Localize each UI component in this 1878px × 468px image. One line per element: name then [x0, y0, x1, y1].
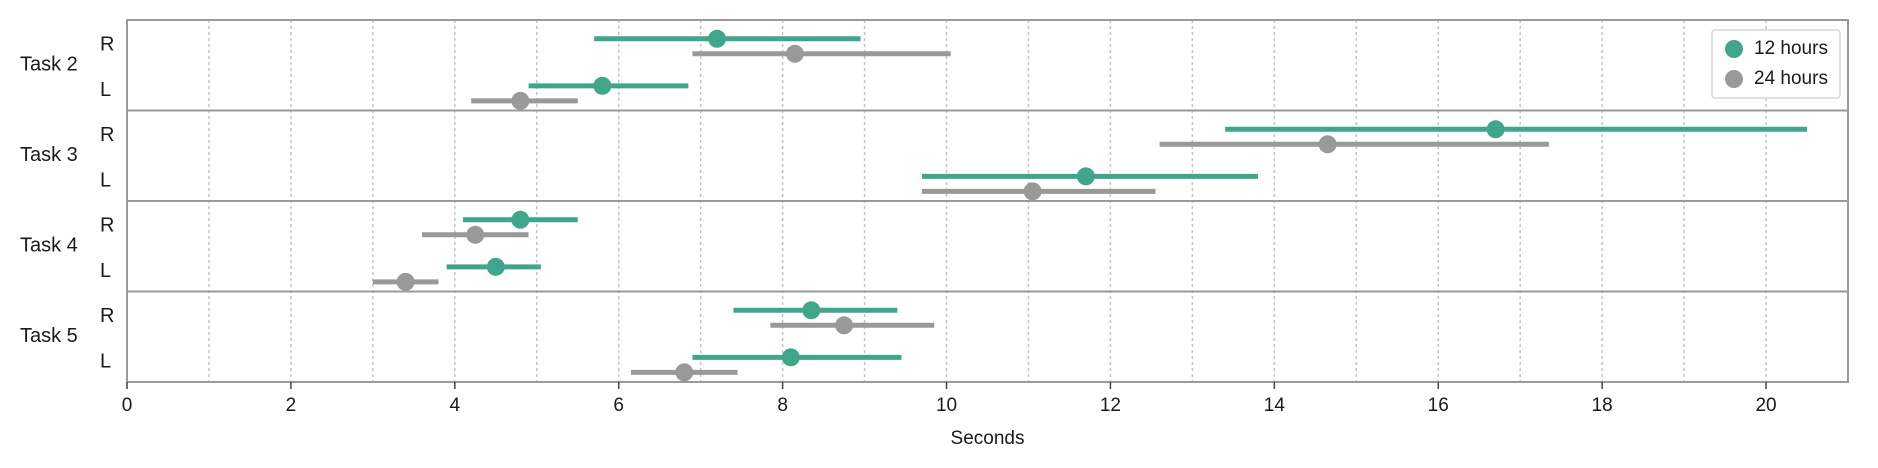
- mean-point: [802, 301, 821, 320]
- x-tick-label: 6: [613, 395, 624, 416]
- task-label: Task 3: [20, 144, 78, 166]
- mean-point: [1023, 182, 1042, 201]
- task-label: Task 4: [20, 235, 78, 257]
- side-label: R: [100, 215, 114, 237]
- side-label: L: [100, 260, 111, 282]
- x-tick-label: 10: [936, 395, 957, 416]
- mean-point: [835, 316, 854, 335]
- mean-point: [486, 257, 505, 276]
- x-tick-label: 0: [122, 395, 133, 416]
- legend-label: 12 hours: [1754, 38, 1828, 59]
- mean-point: [781, 348, 800, 367]
- legend-box: [1711, 29, 1841, 99]
- mean-point: [1486, 120, 1505, 139]
- row-labels: Task 2 R L Task 3 R L Task 4 R L Task 5 R L: [20, 34, 114, 373]
- legend-marker: [1725, 70, 1743, 88]
- task-label: Task 2: [20, 54, 78, 76]
- task-bands: [126, 19, 1849, 383]
- side-label: L: [100, 350, 111, 372]
- side-label: R: [100, 124, 114, 146]
- mean-point: [675, 363, 694, 382]
- legend: 12 hours 24 hours: [1711, 29, 1841, 99]
- mean-point: [1318, 135, 1337, 154]
- data-marks: [372, 29, 1808, 382]
- legend-marker: [1725, 40, 1743, 58]
- x-axis-title: Seconds: [951, 428, 1025, 449]
- mean-point: [511, 91, 530, 110]
- x-tick-label: 4: [450, 395, 461, 416]
- x-tick-label: 20: [1755, 395, 1776, 416]
- side-label: R: [100, 34, 114, 56]
- x-tick-label: 16: [1428, 395, 1449, 416]
- side-label: L: [100, 169, 111, 191]
- mean-point: [708, 29, 727, 48]
- side-label: R: [100, 305, 114, 327]
- x-axis: 0 2 4 6 8 10 12 14 16 18 20: [122, 382, 1777, 416]
- mean-point: [466, 225, 485, 244]
- mean-point: [593, 76, 612, 95]
- side-label: L: [100, 79, 111, 101]
- mean-point: [1076, 167, 1095, 186]
- mean-point: [511, 210, 530, 229]
- x-tick-label: 14: [1264, 395, 1286, 416]
- mean-point: [785, 44, 804, 63]
- x-tick-label: 18: [1592, 395, 1613, 416]
- legend-label: 24 hours: [1754, 68, 1828, 89]
- mean-point: [396, 272, 415, 291]
- x-tick-label: 12: [1100, 395, 1121, 416]
- x-tick-label: 8: [777, 395, 788, 416]
- x-tick-label: 2: [286, 395, 297, 416]
- task-label: Task 5: [20, 325, 78, 347]
